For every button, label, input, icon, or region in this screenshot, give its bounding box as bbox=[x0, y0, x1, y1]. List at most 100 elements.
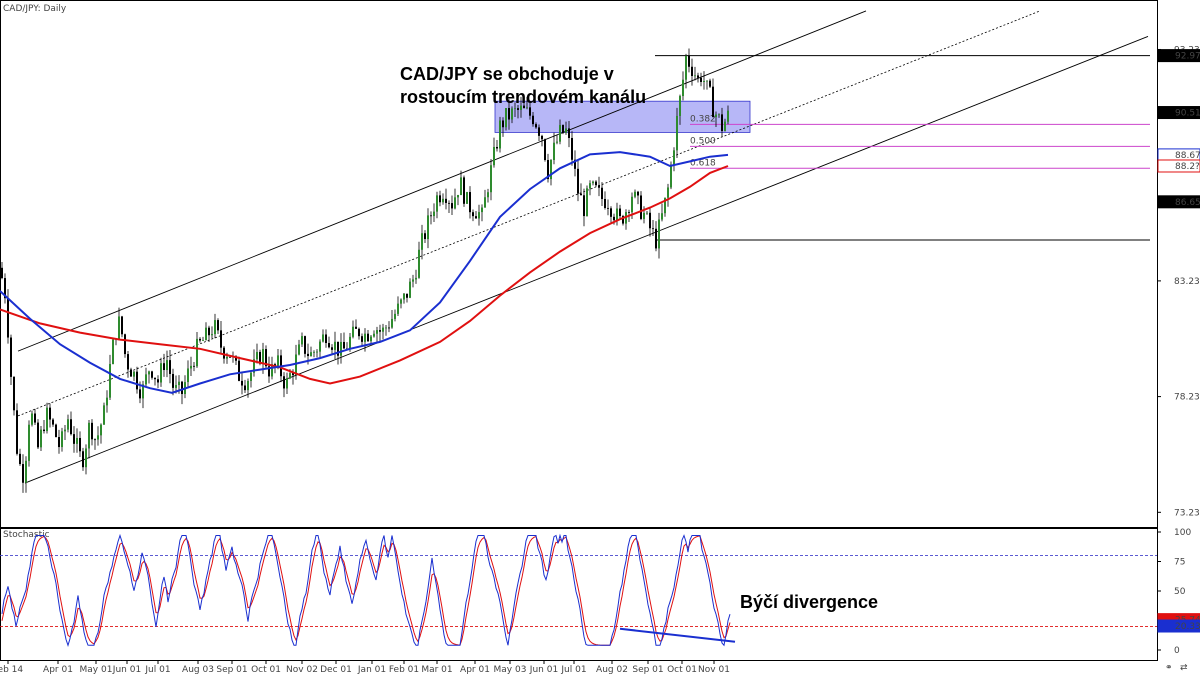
candle-body bbox=[208, 327, 210, 336]
candle-body bbox=[610, 208, 612, 217]
x-tick-label: Nov 02 bbox=[286, 665, 318, 675]
candle-body bbox=[697, 75, 699, 78]
candle-body bbox=[550, 159, 552, 180]
candle-body bbox=[190, 365, 192, 369]
candle-body bbox=[145, 374, 147, 385]
candle-body bbox=[394, 313, 396, 319]
candle-body bbox=[397, 303, 399, 314]
candle-body bbox=[25, 460, 27, 483]
candle-body bbox=[271, 364, 273, 377]
candle-body bbox=[265, 349, 267, 367]
candle-body bbox=[82, 451, 84, 468]
candle-body bbox=[181, 381, 183, 395]
channel-lower-line bbox=[24, 35, 1149, 484]
candle-body bbox=[679, 96, 681, 116]
candle-body bbox=[448, 202, 450, 204]
candle-body bbox=[511, 108, 513, 120]
candle-body bbox=[91, 422, 93, 440]
x-tick-label: Apr 01 bbox=[460, 665, 490, 675]
candle-body bbox=[256, 351, 258, 360]
candle-body bbox=[601, 187, 603, 199]
candle-body bbox=[85, 448, 87, 468]
candle-body bbox=[475, 216, 477, 219]
price-tick-label: 78.235 bbox=[1174, 393, 1200, 403]
candle-body bbox=[295, 354, 297, 376]
x-tick-label: Dec 01 bbox=[320, 665, 352, 675]
candle-body bbox=[163, 363, 165, 371]
candle-body bbox=[175, 385, 177, 388]
candle-body bbox=[322, 334, 324, 342]
candle-body bbox=[133, 371, 135, 377]
candle-body bbox=[562, 125, 564, 133]
price-label: 88.2?? bbox=[1175, 162, 1200, 172]
candle-body bbox=[199, 338, 201, 341]
candle-body bbox=[247, 380, 249, 391]
candle-body bbox=[568, 128, 570, 138]
candle-body bbox=[286, 378, 288, 389]
candle-body bbox=[214, 320, 216, 335]
candle-body bbox=[559, 125, 561, 142]
candle-body bbox=[532, 115, 534, 125]
candle-body bbox=[649, 212, 651, 229]
x-tick-label: Mar 01 bbox=[421, 665, 452, 675]
x-tick-label: Jul 01 bbox=[560, 665, 586, 675]
candle-body bbox=[262, 349, 264, 364]
candle-body bbox=[523, 105, 525, 109]
candle-body bbox=[580, 193, 582, 196]
candle-body bbox=[406, 293, 408, 298]
price-label-box bbox=[1157, 195, 1200, 209]
price-tick-label: 83.235 bbox=[1174, 277, 1200, 287]
stochastic-title: Stochastic bbox=[3, 530, 50, 540]
candle-body bbox=[22, 464, 24, 483]
candle-body bbox=[97, 435, 99, 440]
candle-body bbox=[403, 293, 405, 300]
candle-body bbox=[604, 198, 606, 208]
candle-body bbox=[55, 424, 57, 438]
candle-body bbox=[709, 80, 711, 87]
x-tick-label: Jun 01 bbox=[529, 665, 558, 675]
candle-body bbox=[700, 77, 702, 82]
candle-body bbox=[217, 320, 219, 331]
candle-body bbox=[685, 55, 687, 80]
candle-body bbox=[391, 318, 393, 328]
candle-body bbox=[154, 377, 156, 380]
candle-body bbox=[661, 213, 663, 220]
resistance-zone bbox=[494, 100, 751, 133]
candle-body bbox=[535, 124, 537, 128]
candle-body bbox=[358, 328, 360, 337]
price-label-box bbox=[1157, 49, 1200, 63]
candle-body bbox=[361, 336, 363, 342]
candle-body bbox=[421, 233, 423, 250]
candle-body bbox=[493, 146, 495, 166]
x-tick-label: May 03 bbox=[494, 665, 527, 675]
candle-body bbox=[556, 141, 558, 143]
stochastic-value-label: 20.33 bbox=[1175, 622, 1200, 632]
candle-body bbox=[187, 368, 189, 383]
candle-body bbox=[106, 397, 108, 406]
candle-body bbox=[211, 334, 213, 336]
candle-body bbox=[607, 207, 609, 209]
candle-body bbox=[76, 437, 78, 444]
candle-body bbox=[703, 80, 705, 82]
candle-body bbox=[319, 341, 321, 352]
candle-body bbox=[328, 343, 330, 348]
x-tick-label: Feb 14 bbox=[0, 665, 23, 675]
candle-body bbox=[463, 177, 465, 204]
candle-body bbox=[226, 356, 228, 359]
candle-body bbox=[616, 208, 618, 221]
candle-body bbox=[676, 115, 678, 151]
candle-body bbox=[577, 168, 579, 194]
candle-body bbox=[691, 66, 693, 76]
candle-body bbox=[460, 177, 462, 196]
candle-body bbox=[694, 75, 696, 77]
channel-upper-line bbox=[17, 10, 867, 352]
price-label: 88.679 bbox=[1175, 151, 1200, 161]
candle-body bbox=[658, 219, 660, 249]
candle-body bbox=[40, 429, 42, 448]
candle-body bbox=[100, 424, 102, 436]
price-label: 86.652 bbox=[1175, 198, 1200, 208]
candle-body bbox=[547, 159, 549, 180]
candle-body bbox=[229, 356, 231, 358]
candle-body bbox=[718, 114, 720, 116]
